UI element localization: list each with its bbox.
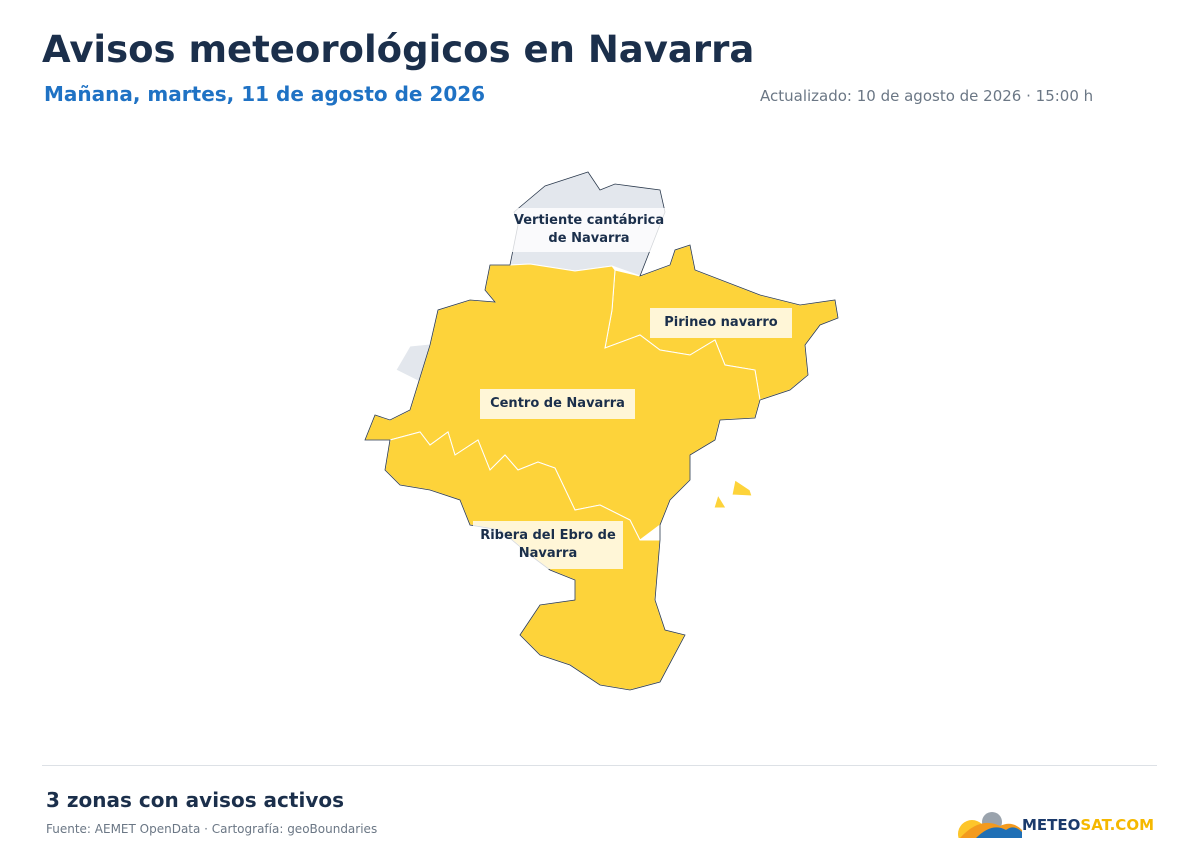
subtitle: Mañana, martes, 11 de agosto de 2026	[44, 82, 486, 106]
divider	[42, 765, 1157, 766]
updated: Actualizado: 10 de agosto de 2026 · 15:0…	[760, 87, 1094, 105]
logo-text: METEOSAT.COM	[1022, 816, 1154, 834]
zone	[713, 493, 727, 509]
logo-icon	[958, 812, 1022, 838]
summary: 3 zonas con avisos activos	[46, 788, 345, 812]
region-outline	[364, 171, 839, 691]
title: Avisos meteorológicos en Navarra	[42, 28, 755, 71]
zone-label: Pirineo navarro	[650, 308, 792, 338]
source: Fuente: AEMET OpenData · Cartografía: ge…	[46, 822, 378, 836]
zone-label: Vertiente cantábrica de Navarra	[510, 208, 668, 252]
logo-part: SAT.COM	[1080, 816, 1154, 834]
zone-label: Ribera del Ebro de Navarra	[473, 521, 623, 569]
logo-part: METEO	[1022, 816, 1081, 834]
logo: METEOSAT.COM	[950, 808, 1160, 838]
map	[364, 171, 839, 691]
zone	[731, 479, 753, 497]
zone-label: Centro de Navarra	[480, 389, 635, 419]
